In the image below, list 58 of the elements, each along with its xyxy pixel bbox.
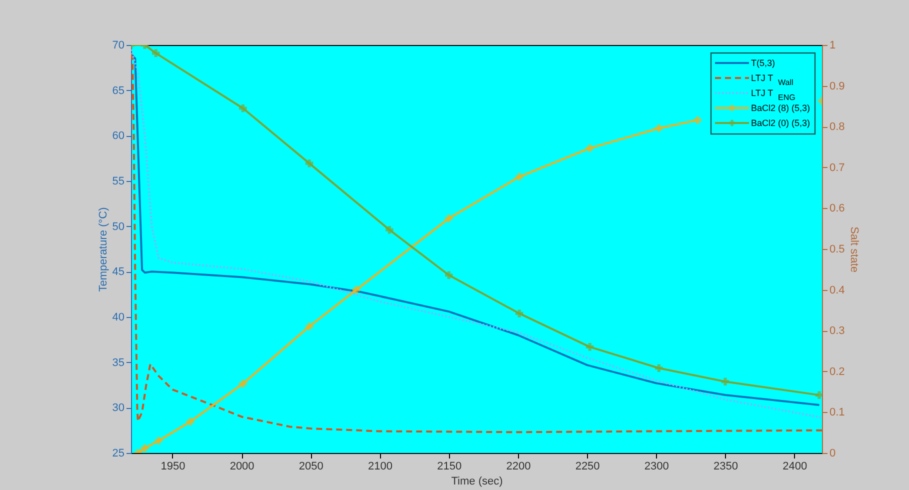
- x-tick-label: 2200: [506, 460, 531, 472]
- y-tick-label: 35: [112, 356, 124, 369]
- y2-tick-label: 0.2: [830, 366, 845, 378]
- y2-tick-label: 0.1: [830, 406, 845, 419]
- y2-axis-title: Salt state: [848, 226, 860, 272]
- y2-tick-label: 0.3: [830, 325, 845, 338]
- x-tick-label: 1950: [160, 460, 186, 472]
- y2-tick-label: 0.6: [830, 202, 845, 215]
- point: [305, 159, 314, 168]
- point: [515, 310, 524, 318]
- point: [655, 124, 663, 132]
- legend-label: BaCl2 (8) (5,3): [751, 103, 810, 113]
- legend-label: T(5,3): [751, 58, 776, 68]
- x-tick-label: 2050: [298, 460, 324, 472]
- point: [815, 391, 822, 399]
- y-tick-label: 55: [112, 176, 124, 188]
- y2-tick-label: 0.7: [830, 162, 845, 174]
- x-tick-label: 2000: [230, 460, 254, 472]
- x-tick-label: 2350: [714, 460, 738, 472]
- y-tick-label: 70: [112, 40, 124, 52]
- y2-tick-label: 0.4: [830, 284, 845, 296]
- point: [655, 364, 663, 372]
- y2-tick-label: 1: [830, 40, 836, 52]
- point: [305, 322, 314, 330]
- point: [721, 378, 730, 386]
- y2-tick-label: 0.8: [830, 121, 845, 134]
- point: [444, 214, 453, 222]
- x-tick-label: 2250: [575, 460, 600, 472]
- point: [386, 226, 394, 234]
- point: [186, 418, 194, 426]
- point: [515, 172, 524, 181]
- point: [239, 104, 247, 112]
- y2-tick-label: 0: [830, 448, 836, 460]
- y-tick-label: 45: [112, 266, 124, 278]
- x-axis-title: Time (sec): [451, 476, 503, 488]
- y2-tick-label: 0.9: [830, 80, 845, 92]
- point: [586, 343, 594, 351]
- y-axis-title: Temperature (°C): [97, 207, 110, 292]
- point: [352, 286, 360, 294]
- point: [694, 116, 702, 124]
- point: [140, 444, 149, 452]
- x-tick-label: 2400: [782, 460, 808, 472]
- y-tick-label: 60: [112, 130, 124, 142]
- point: [239, 380, 247, 388]
- y-tick-label: 25: [112, 448, 124, 460]
- point: [152, 49, 160, 58]
- legend-label: BaCl2 (0) (5,3): [751, 118, 810, 128]
- point: [154, 436, 163, 445]
- point: [586, 144, 594, 152]
- y2-tick-label: 0.5: [830, 244, 845, 256]
- point: [444, 271, 453, 279]
- y-tick-label: 40: [112, 312, 124, 324]
- y-tick-label: 65: [112, 84, 124, 97]
- y-tick-label: 50: [112, 220, 124, 233]
- x-tick-label: 2150: [437, 460, 462, 472]
- y-tick-label: 30: [112, 402, 124, 414]
- x-tick-label: 2300: [644, 460, 669, 472]
- x-tick-label: 2100: [368, 460, 392, 472]
